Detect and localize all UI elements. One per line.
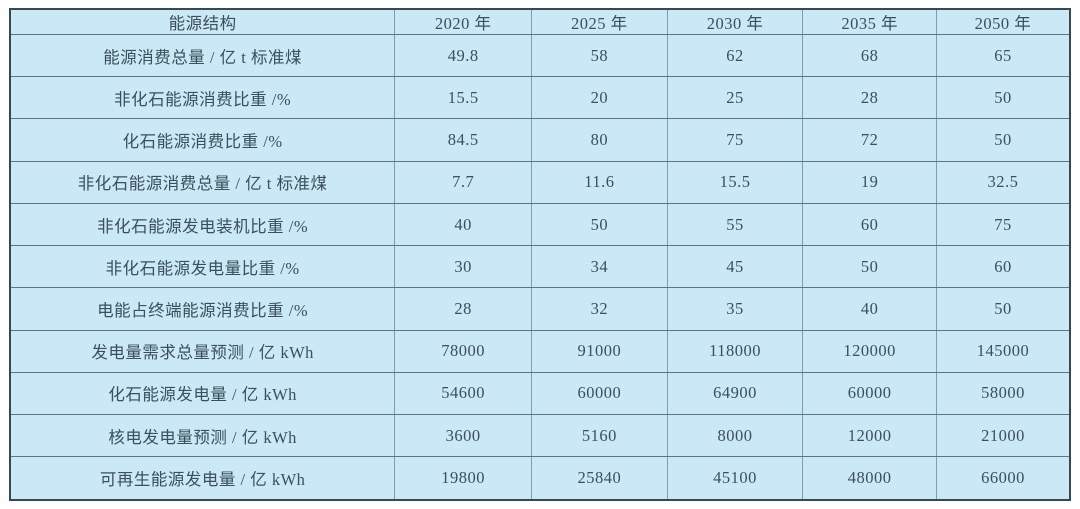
value-cell: 11.6 xyxy=(531,160,668,204)
header-cell-year-2020: 2020 年 xyxy=(394,8,533,35)
table-row: 可再生能源发电量 / 亿 kWh 19800 25840 45100 48000… xyxy=(9,456,1071,501)
table-row: 化石能源消费比重 /% 84.5 80 75 72 50 xyxy=(9,118,1071,162)
row-label-cell: 能源消费总量 / 亿 t 标准煤 xyxy=(9,33,396,78)
table-row: 非化石能源发电量比重 /% 30 34 45 50 60 xyxy=(9,245,1071,289)
value-cell: 64900 xyxy=(666,371,804,416)
value-cell: 50 xyxy=(935,118,1071,162)
row-label-cell: 发电量需求总量预测 / 亿 kWh xyxy=(9,329,396,373)
value-cell: 45 xyxy=(666,245,804,289)
row-label-cell: 核电发电量预测 / 亿 kWh xyxy=(9,414,396,458)
value-cell: 15.5 xyxy=(666,160,804,204)
energy-structure-table: 能源结构 2020 年 2025 年 2030 年 2035 年 2050 年 … xyxy=(9,8,1071,501)
value-cell: 19 xyxy=(802,160,937,204)
value-cell: 60000 xyxy=(802,371,937,416)
value-cell: 34 xyxy=(531,245,668,289)
value-cell: 3600 xyxy=(394,414,533,458)
value-cell: 66000 xyxy=(935,456,1071,501)
table-row: 非化石能源消费总量 / 亿 t 标准煤 7.7 11.6 15.5 19 32.… xyxy=(9,160,1071,204)
table-row: 化石能源发电量 / 亿 kWh 54600 60000 64900 60000 … xyxy=(9,371,1071,416)
table-row: 发电量需求总量预测 / 亿 kWh 78000 91000 118000 120… xyxy=(9,329,1071,373)
value-cell: 21000 xyxy=(935,414,1071,458)
value-cell: 118000 xyxy=(666,329,804,373)
value-cell: 65 xyxy=(935,33,1071,78)
value-cell: 84.5 xyxy=(394,118,533,162)
value-cell: 12000 xyxy=(802,414,937,458)
value-cell: 54600 xyxy=(394,371,533,416)
value-cell: 28 xyxy=(394,287,533,331)
value-cell: 40 xyxy=(394,202,533,247)
table-header-row: 能源结构 2020 年 2025 年 2030 年 2035 年 2050 年 xyxy=(9,8,1071,35)
value-cell: 75 xyxy=(666,118,804,162)
value-cell: 72 xyxy=(802,118,937,162)
value-cell: 35 xyxy=(666,287,804,331)
row-label-cell: 非化石能源消费总量 / 亿 t 标准煤 xyxy=(9,160,396,204)
header-cell-year-2035: 2035 年 xyxy=(802,8,937,35)
value-cell: 48000 xyxy=(802,456,937,501)
value-cell: 62 xyxy=(666,33,804,78)
value-cell: 58000 xyxy=(935,371,1071,416)
table-row: 电能占终端能源消费比重 /% 28 32 35 40 50 xyxy=(9,287,1071,331)
value-cell: 60 xyxy=(935,245,1071,289)
header-cell-year-2025: 2025 年 xyxy=(531,8,668,35)
row-label-cell: 非化石能源发电装机比重 /% xyxy=(9,202,396,247)
table-row: 非化石能源发电装机比重 /% 40 50 55 60 75 xyxy=(9,202,1071,247)
row-label-cell: 非化石能源消费比重 /% xyxy=(9,76,396,120)
row-label-cell: 化石能源发电量 / 亿 kWh xyxy=(9,371,396,416)
value-cell: 32 xyxy=(531,287,668,331)
value-cell: 30 xyxy=(394,245,533,289)
header-cell-year-2050: 2050 年 xyxy=(935,8,1071,35)
value-cell: 25840 xyxy=(531,456,668,501)
value-cell: 15.5 xyxy=(394,76,533,120)
value-cell: 8000 xyxy=(666,414,804,458)
row-label-cell: 可再生能源发电量 / 亿 kWh xyxy=(9,456,396,501)
value-cell: 91000 xyxy=(531,329,668,373)
value-cell: 50 xyxy=(935,76,1071,120)
value-cell: 120000 xyxy=(802,329,937,373)
table-row: 核电发电量预测 / 亿 kWh 3600 5160 8000 12000 210… xyxy=(9,414,1071,458)
value-cell: 49.8 xyxy=(394,33,533,78)
value-cell: 50 xyxy=(802,245,937,289)
value-cell: 50 xyxy=(935,287,1071,331)
value-cell: 40 xyxy=(802,287,937,331)
value-cell: 5160 xyxy=(531,414,668,458)
value-cell: 28 xyxy=(802,76,937,120)
table-row: 能源消费总量 / 亿 t 标准煤 49.8 58 62 68 65 xyxy=(9,33,1071,78)
value-cell: 58 xyxy=(531,33,668,78)
value-cell: 20 xyxy=(531,76,668,120)
row-label-cell: 非化石能源发电量比重 /% xyxy=(9,245,396,289)
value-cell: 55 xyxy=(666,202,804,247)
value-cell: 145000 xyxy=(935,329,1071,373)
value-cell: 50 xyxy=(531,202,668,247)
value-cell: 19800 xyxy=(394,456,533,501)
value-cell: 60000 xyxy=(531,371,668,416)
value-cell: 25 xyxy=(666,76,804,120)
value-cell: 68 xyxy=(802,33,937,78)
row-label-cell: 化石能源消费比重 /% xyxy=(9,118,396,162)
value-cell: 7.7 xyxy=(394,160,533,204)
value-cell: 78000 xyxy=(394,329,533,373)
header-cell-year-2030: 2030 年 xyxy=(666,8,804,35)
value-cell: 60 xyxy=(802,202,937,247)
value-cell: 45100 xyxy=(666,456,804,501)
row-label-cell: 电能占终端能源消费比重 /% xyxy=(9,287,396,331)
table-row: 非化石能源消费比重 /% 15.5 20 25 28 50 xyxy=(9,76,1071,120)
value-cell: 80 xyxy=(531,118,668,162)
value-cell: 32.5 xyxy=(935,160,1071,204)
value-cell: 75 xyxy=(935,202,1071,247)
header-cell-category: 能源结构 xyxy=(9,8,396,35)
